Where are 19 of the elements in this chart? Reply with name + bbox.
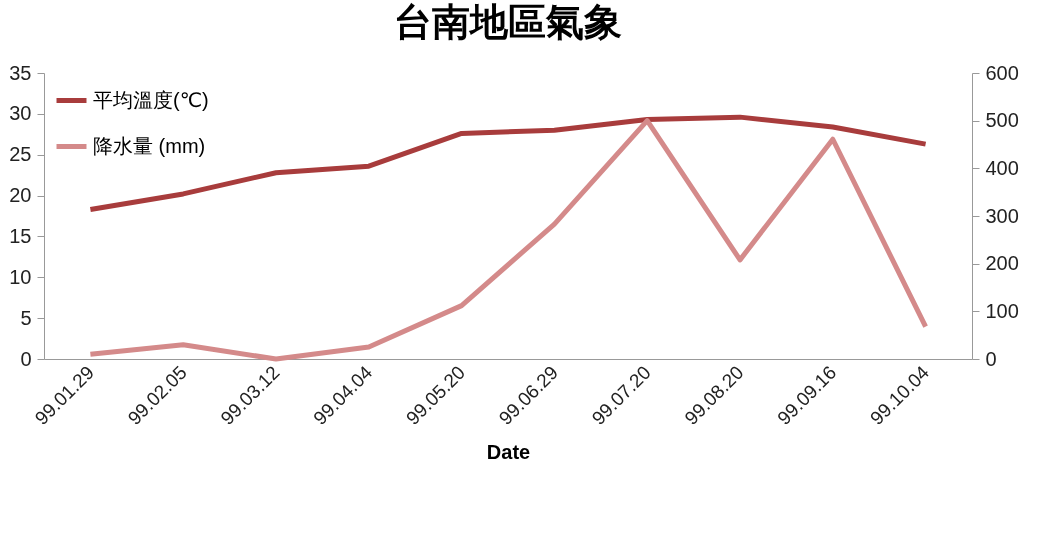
legend-label: 降水量 (mm) <box>93 134 206 157</box>
y2-tick-label: 600 <box>985 61 1019 84</box>
chart-title: 台南地區氣象 <box>394 0 622 44</box>
y-tick-label: 20 <box>9 184 32 207</box>
y2-tick-label: 500 <box>985 109 1019 132</box>
y-tick-label: 35 <box>9 61 32 84</box>
y-tick-label: 10 <box>9 265 32 288</box>
y-tick-label: 0 <box>20 347 32 370</box>
y-tick-label: 25 <box>9 143 32 166</box>
y2-tick-label: 100 <box>985 299 1019 322</box>
legend-label: 平均溫度(℃) <box>93 88 209 111</box>
y2-tick-label: 400 <box>985 156 1019 179</box>
y-tick-label: 30 <box>9 102 32 125</box>
y2-tick-label: 0 <box>985 347 997 370</box>
y-tick-label: 15 <box>9 224 32 247</box>
y-tick-label: 5 <box>20 306 32 329</box>
y2-tick-label: 300 <box>985 204 1019 227</box>
x-axis-title: Date <box>486 440 531 463</box>
y2-tick-label: 200 <box>985 252 1019 275</box>
